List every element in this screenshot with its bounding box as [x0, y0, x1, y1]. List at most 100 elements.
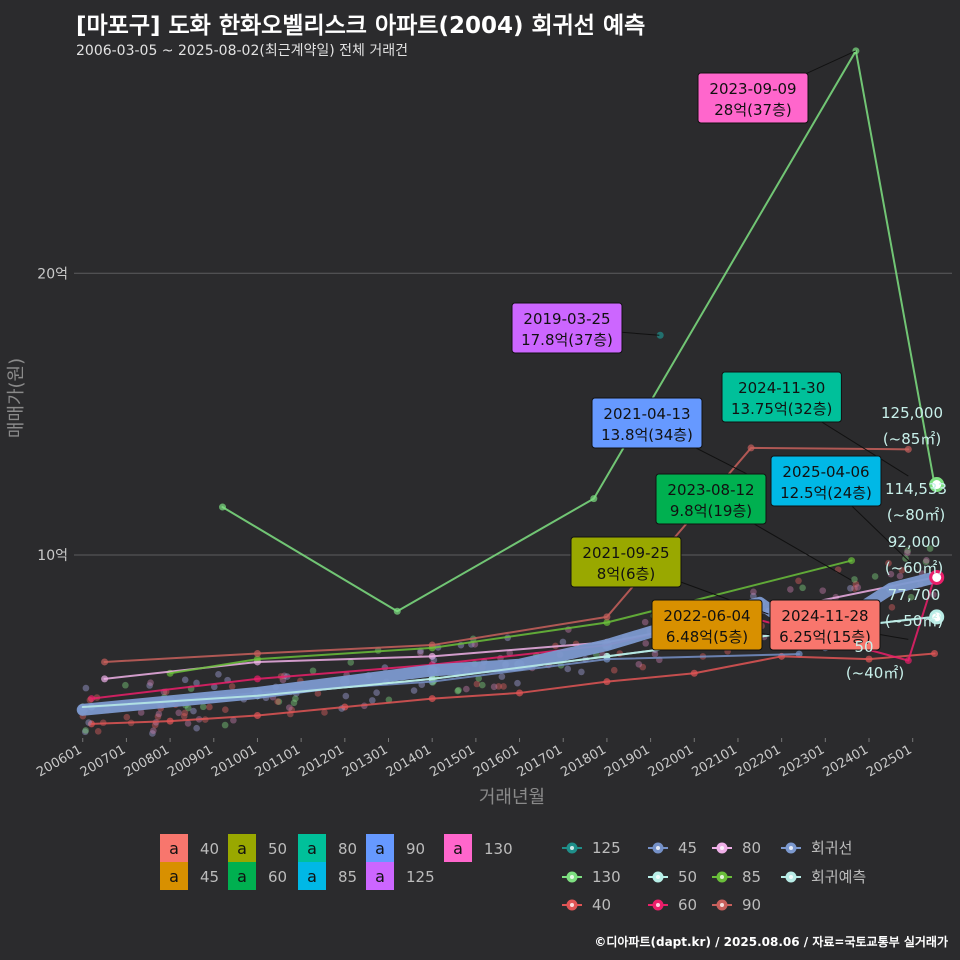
legend-key-glyph: a — [453, 839, 463, 858]
legend-label: 50 — [268, 840, 287, 858]
callout-box — [511, 302, 623, 354]
callout-box — [721, 371, 842, 423]
trade-dot — [149, 730, 156, 737]
right-size-label: (~80㎡) — [887, 506, 945, 524]
trade-dot — [750, 592, 757, 600]
trade-dot — [193, 724, 200, 732]
series-line-90 — [103, 446, 910, 663]
legend-label: 85 — [742, 868, 761, 886]
trade-dot — [181, 676, 189, 684]
trade-dot — [904, 547, 911, 554]
callout-box — [655, 473, 767, 525]
legend-label: 회귀예측 — [811, 868, 866, 886]
legend-label: 45 — [200, 868, 219, 886]
legend-label: 45 — [678, 839, 697, 857]
trade-dot — [122, 681, 129, 689]
trade-dot — [137, 709, 145, 716]
legend-key-45 — [160, 862, 188, 890]
callout-box — [570, 536, 682, 588]
trade-dot — [221, 721, 229, 729]
legend-point-core — [720, 875, 724, 879]
legend-point-core — [789, 846, 793, 850]
legend-point-core — [570, 846, 574, 850]
x-tick-label: 201301 — [340, 742, 390, 780]
callout-box — [769, 599, 881, 651]
x-tick-label: 202201 — [733, 742, 783, 780]
legend-label: 40 — [592, 896, 611, 914]
callout-date: 2021-04-13 — [603, 405, 690, 423]
trade-dot — [639, 663, 647, 671]
x-axis-title: 거래년월 — [479, 787, 545, 808]
right-price-label: 114,533 — [885, 480, 947, 498]
trade-dot — [852, 580, 860, 588]
trade-dot — [506, 649, 514, 657]
trade-dot — [286, 704, 293, 711]
x-tick-label: 201901 — [602, 742, 652, 780]
x-tick-label: 202401 — [821, 742, 871, 780]
legend-label: 80 — [742, 839, 761, 857]
x-tick-label: 200901 — [165, 742, 215, 780]
callout-price: 6.48억(5층) — [666, 628, 748, 646]
legend-key-125 — [366, 862, 394, 890]
callout-box — [591, 397, 703, 449]
right-size-label: (~50㎡) — [885, 612, 943, 630]
callout-price: 28억(37층) — [714, 101, 791, 119]
legend-label: 80 — [338, 840, 357, 858]
legend-key-glyph: a — [307, 839, 317, 858]
legend-label: 회귀선 — [811, 839, 852, 857]
legend-label: 50 — [678, 868, 697, 886]
trade-dot — [180, 712, 188, 720]
trade-dot — [342, 692, 350, 700]
right-price-label: 92,000 — [888, 533, 941, 551]
x-tick-label: 202301 — [777, 742, 827, 780]
trade-dot — [206, 703, 213, 711]
callout-date: 2021-09-25 — [582, 544, 669, 562]
trade-dot — [347, 659, 355, 666]
trade-dot — [871, 573, 879, 580]
trade-dot — [490, 683, 498, 691]
trade-dot — [923, 557, 930, 564]
y-axis-title: 매매가(원) — [6, 358, 27, 438]
trade-dot — [373, 689, 380, 696]
footer-credit: ©디아파트(dapt.kr) / 2025.08.06 / 자료=국토교통부 실… — [594, 935, 948, 949]
legend-label: 60 — [678, 896, 697, 914]
legend-label: 125 — [592, 839, 621, 857]
callout-price: 9.8억(19층) — [670, 502, 752, 520]
trade-dot — [150, 727, 157, 734]
callout-box — [651, 599, 763, 651]
legend-label: 40 — [200, 840, 219, 858]
trade-dot — [274, 698, 281, 705]
trade-dot — [514, 679, 521, 687]
legend-label: 90 — [742, 896, 761, 914]
legend-key-50 — [228, 834, 256, 862]
endpoint-marker — [929, 609, 945, 625]
trade-dot — [834, 566, 842, 573]
trade-dot — [454, 687, 462, 695]
y-tick-label: 10억 — [37, 548, 68, 564]
trade-dot — [151, 721, 159, 729]
legend-key-glyph: a — [375, 839, 385, 858]
trade-dot — [795, 577, 802, 585]
trade-dot — [81, 728, 89, 736]
trade-dot — [498, 673, 506, 680]
trade-dot — [500, 683, 507, 690]
callout-box — [770, 455, 882, 507]
x-tick-label: 200701 — [78, 742, 128, 780]
trade-dot — [147, 679, 154, 687]
trade-dot — [799, 584, 806, 592]
right-price-label: 50 — [854, 638, 873, 656]
trade-dot — [642, 640, 650, 647]
trade-dot — [898, 566, 906, 574]
trade-dot — [199, 703, 207, 711]
trade-dot — [896, 572, 904, 580]
trade-dot — [887, 570, 895, 578]
trade-dot — [369, 697, 376, 704]
legend-key-130 — [444, 834, 472, 862]
legend-key-glyph: a — [237, 839, 247, 858]
trade-dot — [930, 591, 937, 598]
trade-dot — [463, 685, 470, 693]
trade-dot — [904, 549, 911, 556]
trade-dot — [210, 683, 218, 691]
legend-key-glyph: a — [375, 867, 385, 886]
